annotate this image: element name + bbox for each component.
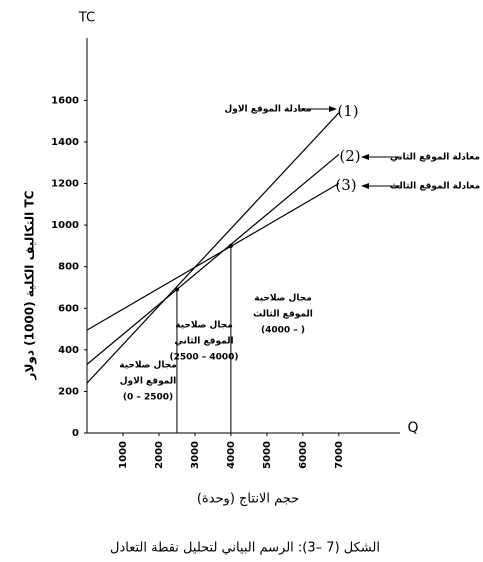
y-tick-label: 600: [58, 303, 79, 314]
region-label: (0 – 2500): [123, 393, 173, 403]
line-number: (2): [339, 147, 360, 165]
region-label: الموقع الاول: [120, 377, 177, 387]
x-axis-name: Q: [407, 420, 418, 436]
y-tick-label: 1000: [51, 220, 79, 231]
region-label: (4000 – ): [261, 326, 305, 336]
break-even-point: [228, 243, 233, 248]
y-tick-label: 0: [72, 428, 79, 439]
x-tick-label: 3000: [190, 441, 201, 469]
line-equation-label: معادلة الموقع الاول: [224, 105, 311, 115]
region-label: الموقع الثالث: [253, 310, 313, 320]
break-even-point: [174, 287, 179, 292]
x-tick-label: 2000: [154, 441, 165, 469]
region-label: مجال صلاحية: [119, 361, 177, 371]
x-tick-label: 5000: [262, 441, 273, 469]
x-tick-label: 4000: [226, 441, 237, 469]
line-number: (1): [337, 102, 358, 120]
y-axis-name: TC: [78, 11, 95, 26]
y-axis-title: التكاليف الكلية (1000) دولار TC: [23, 190, 38, 380]
caption: الشكل (7 –3): الرسم البياني لتحليل نقطة …: [110, 541, 380, 556]
cost-line: [86, 112, 340, 384]
y-tick-label: 200: [58, 386, 79, 397]
region-label: الموقع الثاني: [174, 337, 233, 347]
y-tick-label: 1400: [51, 137, 79, 148]
x-axis-title: حجم الانتاج (وحدة): [197, 492, 299, 507]
x-tick-label: 6000: [298, 441, 309, 469]
line-equation-label: معادلة الموقع الثاني: [390, 153, 480, 163]
region-label: مجال صلاحية: [175, 321, 233, 331]
line-number: (3): [335, 176, 356, 194]
y-tick-label: 400: [58, 345, 79, 356]
y-tick-label: 800: [58, 262, 79, 273]
y-tick-label: 1600: [51, 95, 79, 106]
cost-line: [86, 153, 340, 365]
region-label: مجال صلاحية: [254, 294, 312, 304]
y-tick-label: 1200: [51, 179, 79, 190]
cost-line: [86, 183, 340, 331]
region-label: (2500 – 4000): [169, 353, 238, 363]
x-tick-label: 7000: [334, 441, 345, 469]
line-equation-label: معادلة الموقع الثالث: [390, 182, 480, 192]
x-tick-label: 1000: [118, 441, 129, 469]
